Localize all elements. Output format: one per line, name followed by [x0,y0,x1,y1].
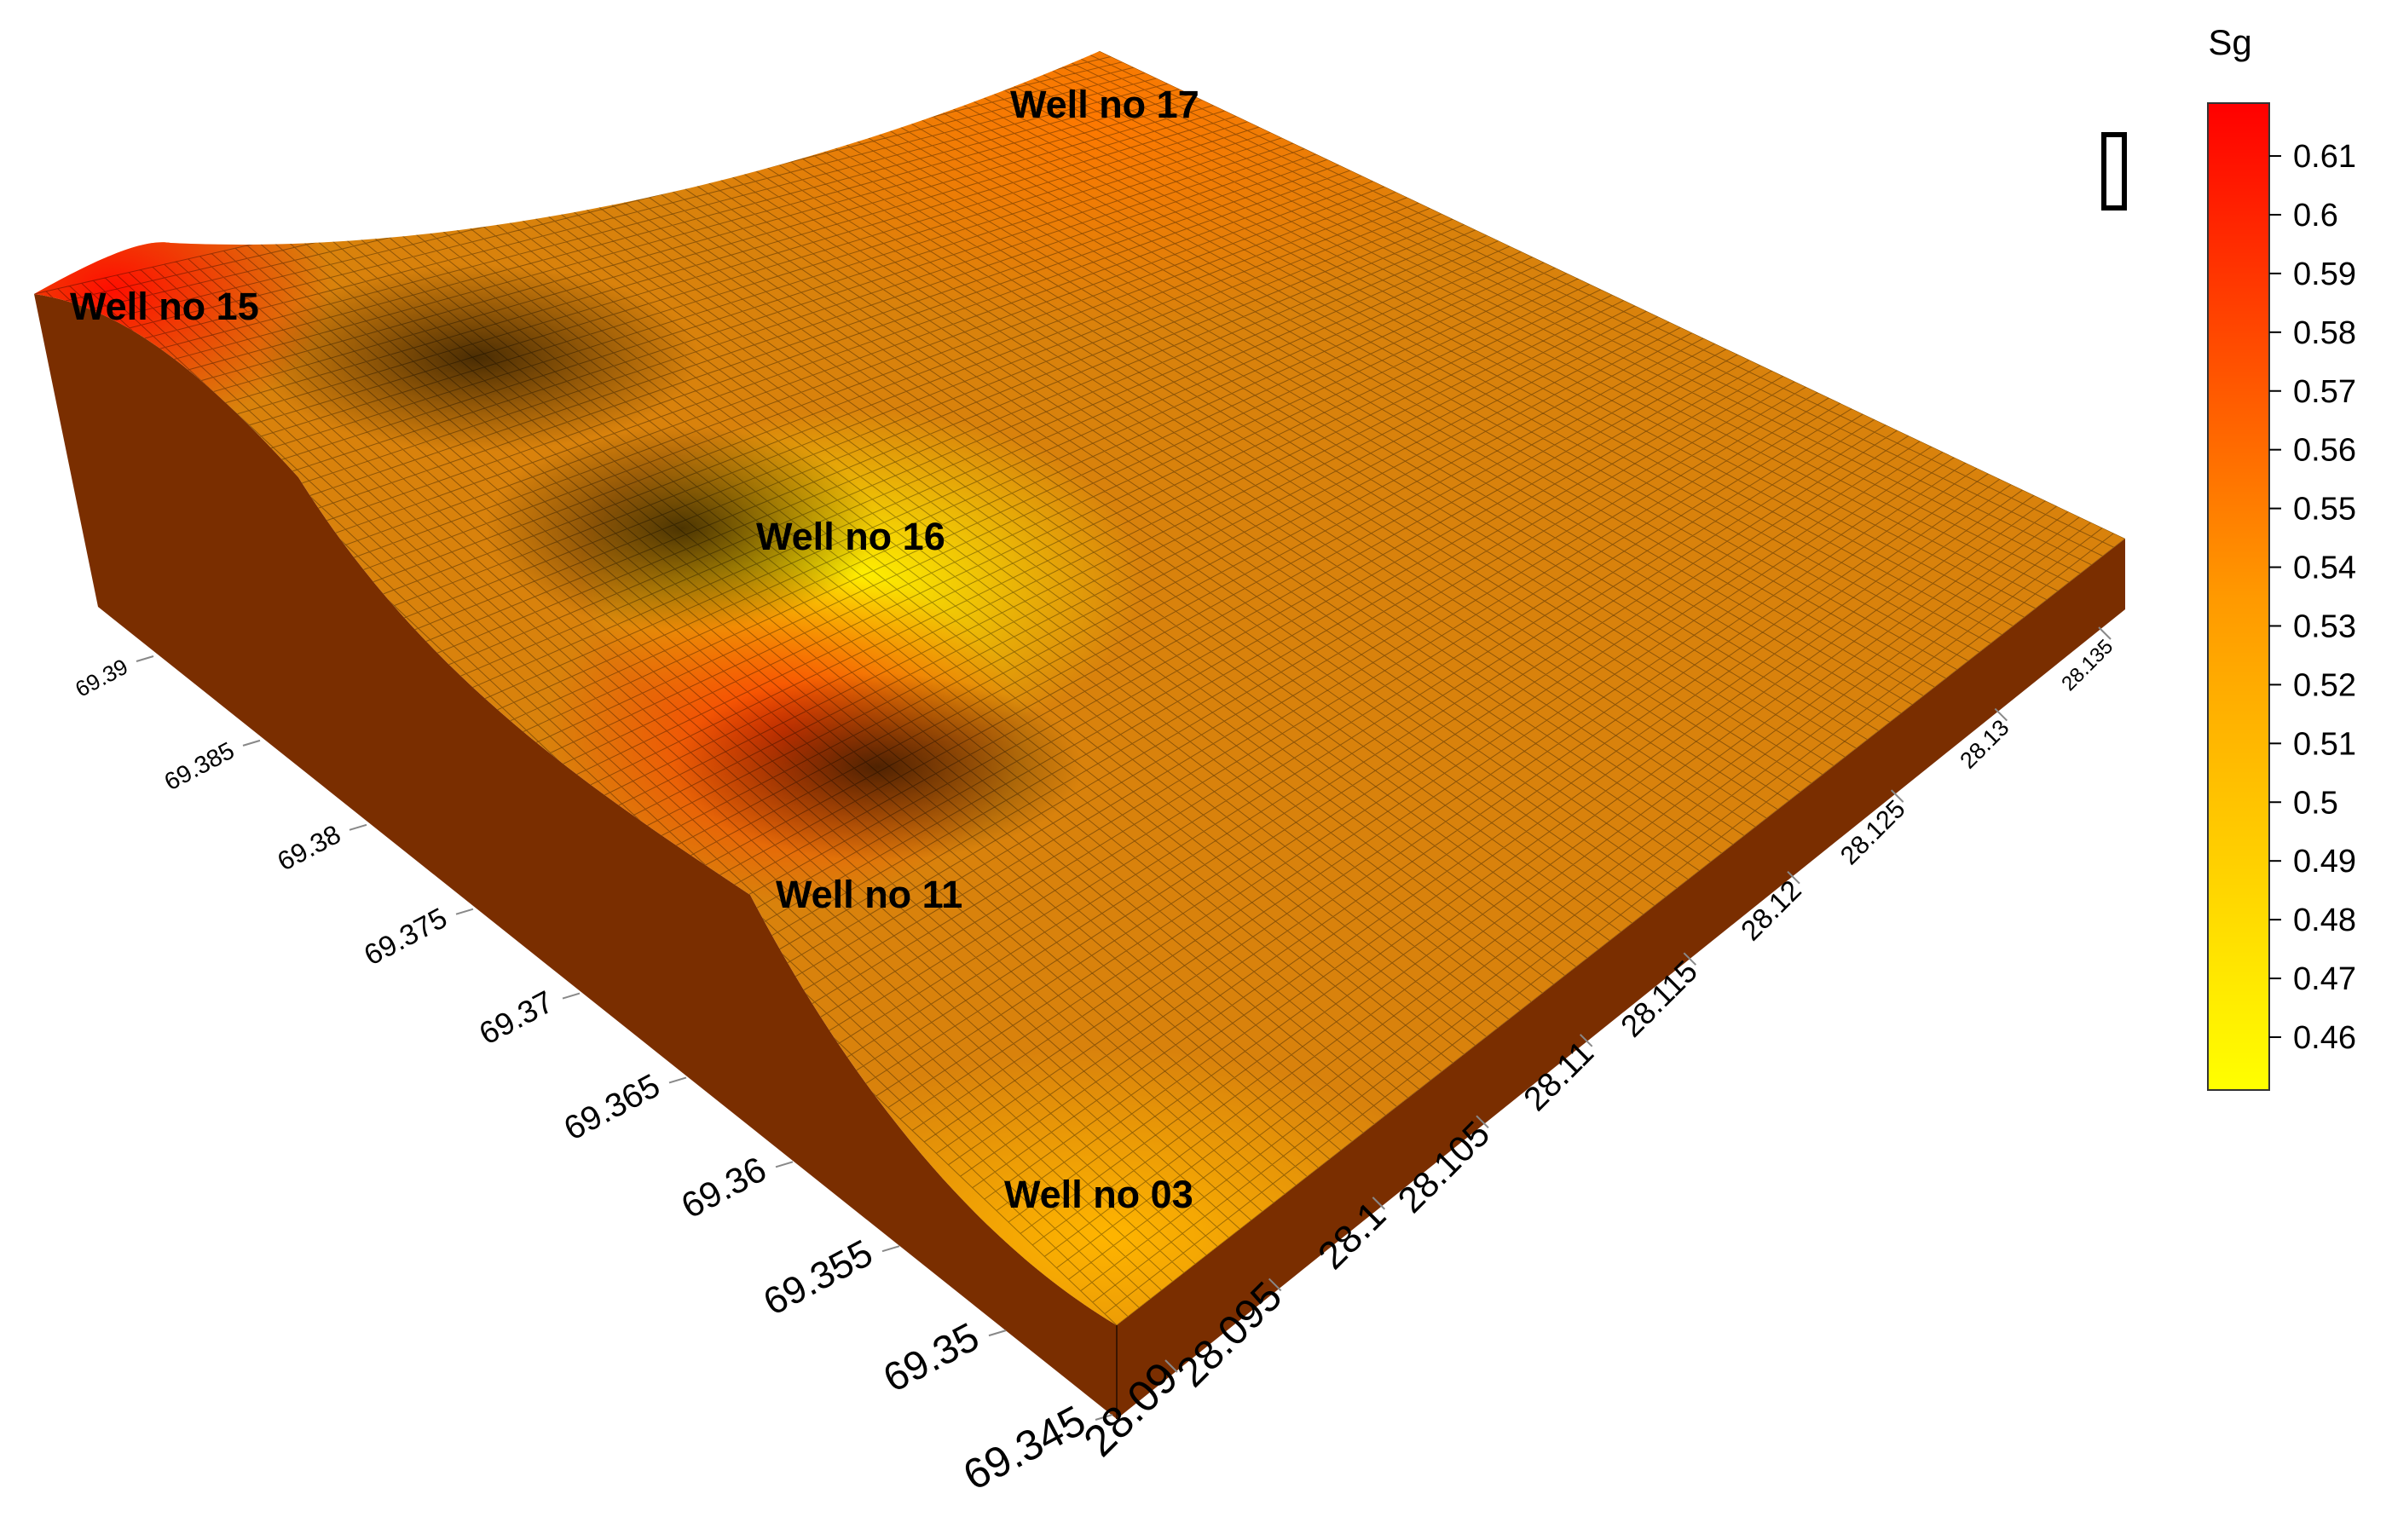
x-tick-mark [136,655,154,662]
colorbar-tick-label: 0.57 [2293,374,2356,410]
block-sides [34,294,2125,1419]
selection-box-icon [2101,132,2127,211]
y-tick-mark [1268,1278,1282,1292]
x-tick-mark [881,1245,900,1253]
colorbar-tick-label: 0.51 [2293,726,2356,762]
colorbar-tick-label: 0.47 [2293,961,2356,997]
front-side-face [1117,539,2125,1419]
colorbar-tick-label: 0.58 [2293,315,2356,351]
x-tick-label: 69.365 [558,1067,666,1148]
shade-well-no-03 [750,1048,1466,1325]
colorbar-tick-label: 0.52 [2293,667,2356,703]
colorbar-tick-label: 0.6 [2293,198,2338,234]
x-tick-label: 69.355 [757,1232,880,1324]
y-tick-mark [1994,707,2008,722]
y-tick-mark [1372,1197,1386,1210]
y-tick-mark [1890,789,1904,803]
x-tick-label: 69.375 [359,902,453,972]
x-tick-mark [349,823,367,831]
x-tick-mark [242,739,261,747]
colorbar-tick-label: 0.54 [2293,551,2356,586]
x-tick-mark [775,1161,794,1168]
y-tick-mark [1164,1359,1178,1373]
shadow-region [673,673,1083,861]
colorbar: Sg 0.610.60.590.580.570.560.550.540.530.… [2207,22,2356,1091]
colorbar-label: Sg [2208,22,2251,62]
x-tick-label: 69.38 [273,819,346,877]
colorbar-tick-label: 0.53 [2293,609,2356,644]
x-tick-label: 69.39 [71,654,132,702]
well-labels: Well no 15 Well no 17 Well no 16 Well no 11… [70,83,1199,1216]
x-tick-label: 69.37 [473,983,558,1051]
x-tick-mark [988,1329,1007,1337]
x-tick-mark [1095,1414,1113,1421]
colorbar-tick-label: 0.46 [2293,1020,2356,1056]
colorbar-tick-label: 0.48 [2293,903,2356,938]
well-label-well-no-11: Well no 11 [776,873,962,916]
shade-well-no-17 [656,51,1543,332]
y-tick-mark [1476,1115,1489,1129]
y-tick-mark [1787,870,1800,885]
colorbar-tick-label: 0.61 [2293,139,2356,175]
surface-top [34,51,2125,1325]
well-label-well-no-03: Well no 03 [1004,1173,1193,1216]
colorbar-tick-label: 0.49 [2293,844,2356,880]
colorbar-tick-label: 0.5 [2293,785,2338,821]
shadow-region [256,264,699,452]
y-tick-mark [1579,1034,1593,1047]
x-tick-mark [455,908,474,915]
well-label-well-no-15: Well no 15 [70,285,259,328]
x-tick-label: 69.35 [876,1314,986,1401]
colorbar-tick-label: 0.55 [2293,492,2356,528]
x-tick-mark [562,992,581,1000]
colorbar-tick-label: 0.59 [2293,257,2356,292]
colorbar-ticks: 0.61 0.6 0.59 0.58 0.57 0.56 0.55 0.54 0.53 0.52 0… [2269,139,2356,1056]
shadow-region [486,426,878,631]
well-label-well-no-16: Well no 16 [756,515,945,558]
well-label-well-no-17: Well no 17 [1010,83,1199,126]
x-tick-label: 69.36 [674,1149,772,1226]
x-tick-mark [668,1076,687,1084]
y-tick-mark [1683,952,1697,966]
y-tick-mark [2098,626,2112,640]
x-tick-label: 69.385 [160,737,240,796]
colorbar-tick-label: 0.56 [2293,433,2356,469]
x-tick-label: 69.345 [956,1396,1093,1499]
left-side-face [34,294,1117,1419]
colorbar-gradient [2207,102,2270,1091]
